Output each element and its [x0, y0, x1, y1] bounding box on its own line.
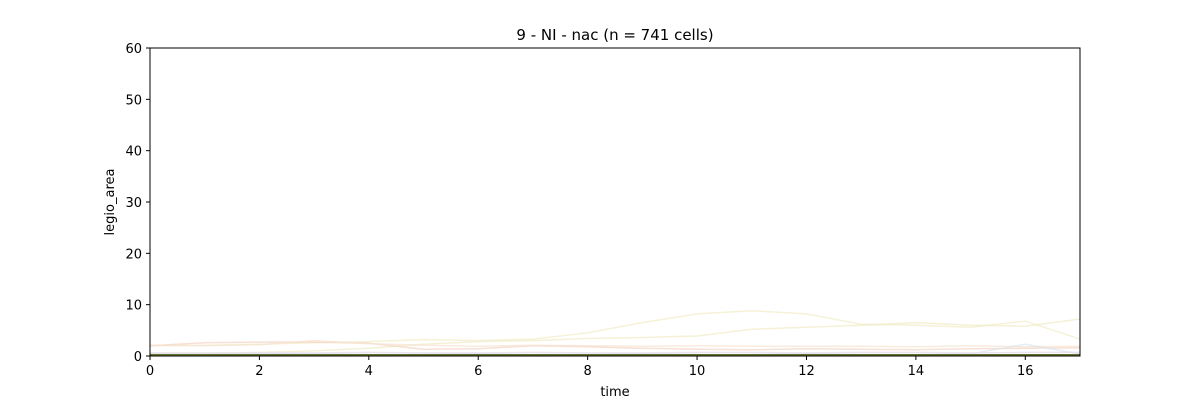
x-tick-label: 8	[584, 364, 592, 379]
x-tick-label: 6	[474, 364, 482, 379]
x-tick-label: 2	[255, 364, 263, 379]
series-line-4	[149, 339, 1081, 348]
y-tick-label: 30	[125, 196, 142, 211]
x-tick-label: 10	[689, 364, 706, 379]
x-tick-label: 0	[146, 364, 154, 379]
y-tick-label: 60	[125, 42, 142, 57]
x-axis-ticks: 0 2 4 6 8 10 12 14 16	[146, 356, 1034, 379]
y-tick-label: 10	[125, 299, 142, 314]
series-line-2	[150, 318, 1081, 355]
y-tick-label: 20	[125, 247, 142, 262]
series-layer	[149, 310, 1081, 356]
series-line-1	[149, 310, 1081, 347]
series-line-6	[150, 351, 1080, 354]
y-axis-ticks: 0 10 20 30 40 50 60	[125, 42, 150, 365]
plot-frame	[149, 47, 1081, 357]
y-tick-label: 0	[134, 350, 142, 365]
y-tick-label: 40	[125, 145, 142, 160]
series-line-3	[149, 341, 1081, 351]
x-tick-label: 12	[798, 364, 815, 379]
x-tick-label: 14	[908, 364, 925, 379]
chart-title: 9 - NI - nac (n = 741 cells)	[516, 26, 713, 44]
x-axis-label: time	[600, 385, 629, 400]
x-tick-label: 4	[365, 364, 373, 379]
x-tick-label: 16	[1017, 364, 1034, 379]
y-tick-label: 50	[125, 93, 142, 108]
y-axis-label: legio_area	[103, 169, 118, 236]
